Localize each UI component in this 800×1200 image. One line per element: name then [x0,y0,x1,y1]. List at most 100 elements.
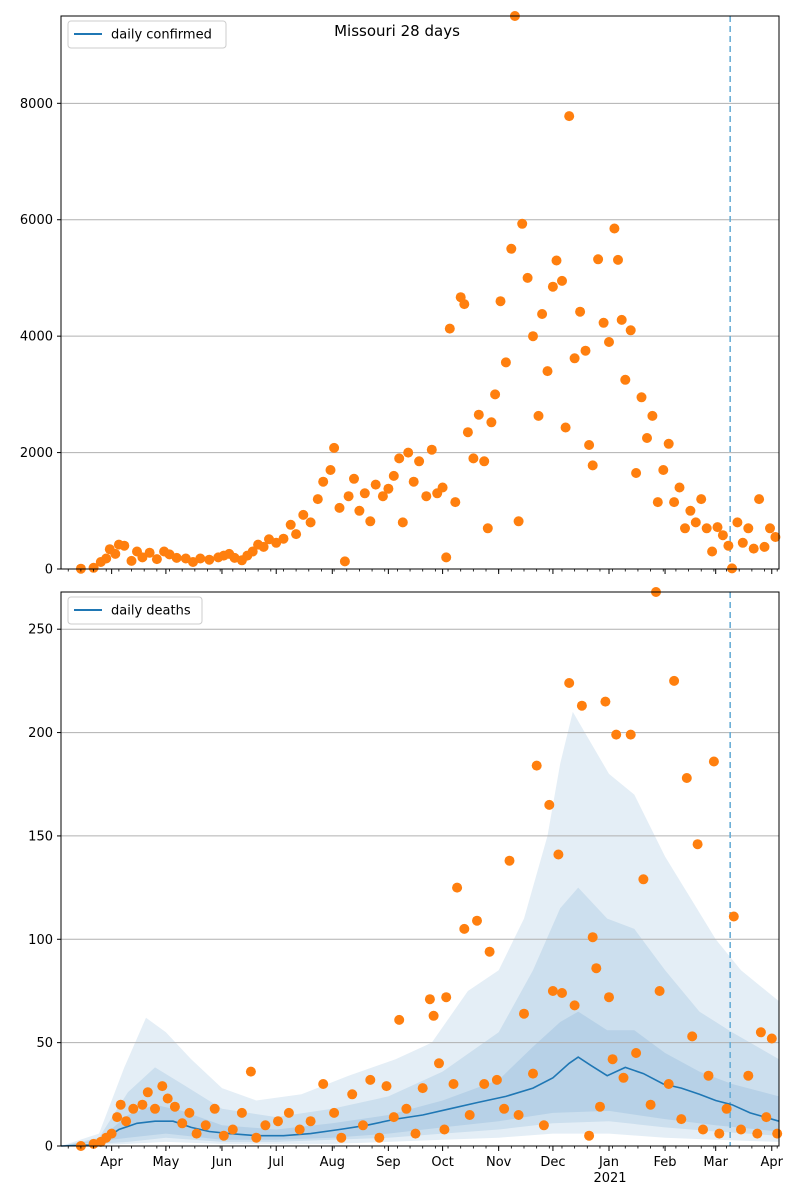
deaths-point [743,1070,754,1081]
deaths-point [638,874,649,885]
confirmed-point [723,540,734,551]
deaths-point [121,1116,132,1127]
confirmed-point [625,325,636,336]
confirmed-point [620,374,631,385]
confirmed-point [88,562,99,573]
deaths-point [472,915,482,926]
chart-title: Missouri 28 days [334,22,460,40]
deaths-point [336,1132,347,1143]
deaths-point [318,1079,329,1089]
deaths-point [448,1079,459,1089]
confirmed-y-tick-label: 0 [45,563,53,578]
confirmed-point [743,523,754,534]
confirmed-point [421,491,432,502]
deaths-axes-frame [60,591,780,1147]
confirmed-y-tick-label: 6000 [20,213,53,228]
confirmed-point [500,357,511,368]
confirmed-point [680,523,690,534]
x-tick-label: Apr [100,1155,123,1170]
deaths-y-tick-label: 50 [36,1036,53,1051]
deaths-point [374,1132,385,1143]
confirmed-point [613,254,623,265]
confirmed-point [748,543,759,554]
deaths-point [365,1074,376,1085]
deaths-point [358,1120,368,1131]
deaths-point [401,1103,412,1114]
deaths-point [714,1128,725,1139]
confirmed-point [468,453,479,464]
x-tick-label: Mar [703,1155,728,1170]
deaths-legend-label: daily deaths [111,604,191,619]
deaths-point [576,700,587,711]
confirmed-point [663,438,674,449]
confirmed-point [285,519,296,530]
confirmed-y-axis: 0 2000 4000 6000 8000 [20,97,61,578]
deaths-point [611,729,622,740]
confirmed-point [604,337,614,347]
deaths-point [654,986,665,996]
confirmed-point [365,516,376,527]
deaths-point [245,1066,256,1077]
deaths-point [434,1058,444,1069]
confirmed-point [441,552,452,563]
x-tick-label: Sep [376,1155,401,1170]
confirmed-point [765,523,775,534]
deaths-point [441,992,452,1003]
deaths-point [669,675,680,686]
x-tick-label: Jun [211,1155,232,1170]
deaths-point [491,1074,502,1085]
confirmed-point [359,488,370,499]
confirmed-point [770,532,781,542]
deaths-point [504,855,515,866]
deaths-point [329,1107,340,1118]
deaths-point [381,1081,392,1092]
confirmed-point [533,410,544,421]
confirmed-point [707,546,718,557]
confirmed-legend-label: daily confirmed [111,28,212,43]
deaths-y-tick-label: 100 [28,933,53,948]
deaths-point [755,1027,766,1038]
confirmed-point [598,317,609,328]
deaths-point [177,1118,188,1129]
deaths-point [227,1124,238,1135]
deaths-point [736,1124,746,1135]
deaths-point [428,1010,439,1021]
confirmed-point [542,366,553,377]
deaths-point [200,1120,211,1131]
confirmed-point [609,223,620,234]
confirmed-point [394,453,405,464]
confirmed-point [144,547,155,558]
confirmed-point [171,552,182,563]
deaths-y-tick-label: 0 [45,1140,53,1155]
deaths-point [587,932,598,943]
deaths-point [687,1031,698,1042]
deaths-point [394,1014,405,1025]
deaths-point [663,1079,674,1089]
deaths-bands [61,711,779,1146]
confirmed-point [517,218,528,229]
confirmed-point [560,422,571,433]
deaths-point [584,1130,595,1141]
confirmed-point [397,517,408,528]
deaths-point [106,1128,117,1139]
confirmed-point [685,505,696,516]
confirmed-point [495,296,506,307]
deaths-point [260,1120,271,1131]
confirmed-point [408,476,419,487]
deaths-point [528,1068,538,1079]
confirmed-point [329,442,340,453]
confirmed-legend-box [67,20,227,49]
deaths-point [417,1083,428,1094]
deaths-point [251,1132,262,1143]
deaths-point [564,678,575,688]
x-tick-label: Aug [320,1155,345,1170]
confirmed-point [377,491,388,502]
confirmed-point [450,497,461,508]
confirmed-point [537,309,548,319]
deaths-point [464,1110,475,1120]
confirmed-point [325,465,336,475]
confirmed-point [513,516,524,527]
confirmed-point [334,502,345,513]
deaths-panel: 0 50 100 150 200 250 Apr May Jun Jul Aug Sep Oct Nov… [28,587,784,1186]
confirmed-point [587,460,598,471]
